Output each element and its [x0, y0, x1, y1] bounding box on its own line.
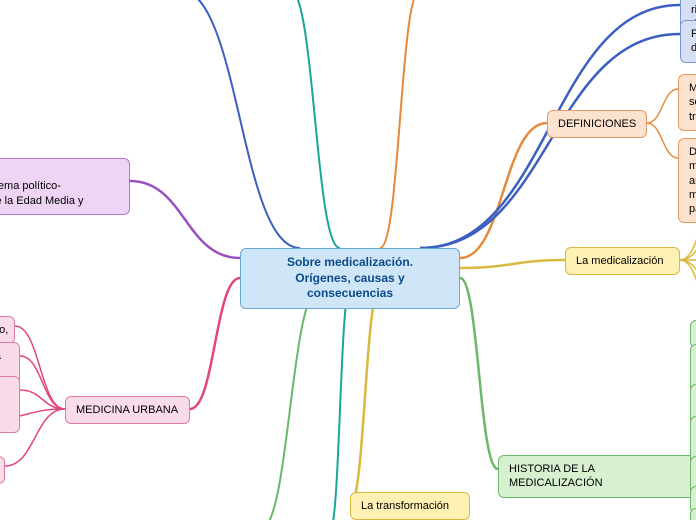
central-topic[interactable]: Sobre medicalización. Orígenes, causas y… [240, 248, 460, 309]
proceso[interactable]: Proceso denomin [680, 20, 696, 63]
esquema[interactable]: e un esquema político- na de la Edad Med… [0, 158, 130, 215]
definiciones-child[interactable]: Medicalización según una trad [678, 74, 696, 131]
medicina-urbana-child[interactable]: storia [0, 456, 5, 484]
la-medicalizacion[interactable]: La medicalización [565, 247, 680, 275]
definiciones-child[interactable]: Disease monge amplían las fr mercados pa… [678, 138, 696, 223]
mindmap-canvas: Sobre medicalización. Orígenes, causas y… [0, 0, 696, 520]
historia-child[interactable]: La la v [690, 508, 696, 520]
transformacion[interactable]: La transformación [350, 492, 470, 520]
definiciones[interactable]: DEFINICIONES [547, 110, 647, 138]
medicina-urbana-child[interactable]: lo de ledia pero [0, 376, 20, 433]
historia[interactable]: HISTORIA DE LA MEDICALIZACIÓN [498, 455, 696, 498]
medicina-urbana-child[interactable]: Estado, [0, 316, 15, 344]
medicina-urbana[interactable]: MEDICINA URBANA [65, 396, 190, 424]
